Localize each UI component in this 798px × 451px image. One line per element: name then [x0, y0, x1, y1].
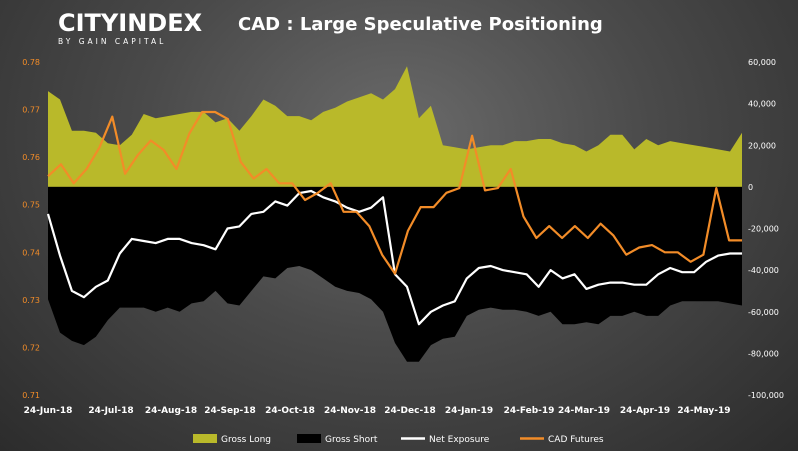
left-axis-tick-label: 0.76 [22, 153, 40, 162]
left-axis-tick-label: 0.72 [22, 343, 40, 352]
left-axis-tick-label: 0.75 [22, 201, 40, 210]
legend-item: Net Exposure [401, 435, 490, 445]
city-index-logo: CITYINDEX BY GAIN CAPITAL [58, 10, 202, 46]
right-axis-tick-label: -20,000 [748, 225, 779, 234]
cad-futures-line [47, 110, 742, 275]
right-axis-tick-label: -100,000 [748, 391, 784, 400]
x-axis-tick-label: 24-Nov-18 [324, 406, 376, 416]
left-axis-tick-label: 0.77 [22, 106, 40, 115]
legend-label: Net Exposure [429, 435, 490, 445]
right-axis-tick-label: -40,000 [748, 266, 779, 275]
x-axis-tick-label: 24-Dec-18 [384, 406, 435, 416]
x-axis-tick-label: 24-May-19 [677, 406, 730, 416]
left-axis-tick-label: 0.78 [22, 58, 40, 67]
chart-title: CAD : Large Speculative Positioning [238, 14, 603, 35]
x-axis-tick-label: 24-Apr-19 [620, 406, 670, 416]
logo-brand-text: CITYINDEX [58, 9, 203, 37]
right-axis-tick-label: 0 [748, 183, 753, 192]
right-axis-tick-label: 20,000 [748, 141, 776, 150]
legend-item: Gross Short [297, 434, 378, 445]
plot-area [46, 66, 742, 362]
left-axis: 0.71 0.72 0.73 0.74 0.75 0.76 0.77 0.78 [22, 58, 40, 400]
legend-item: Gross Long [193, 434, 271, 445]
right-axis-tick-label: 40,000 [748, 100, 776, 109]
legend-item: CAD Futures [520, 435, 604, 445]
legend-label: CAD Futures [548, 435, 604, 445]
legend: Gross Long Gross Short Net Exposure CAD Fut… [193, 434, 604, 445]
right-axis-tick-label: -60,000 [748, 308, 779, 317]
x-axis: 24-Jun-18 24-Jul-18 24-Aug-18 24-Sep-18 24-O… [24, 406, 731, 416]
x-axis-tick-label: 24-Oct-18 [265, 406, 315, 416]
right-axis-tick-label: -80,000 [748, 349, 779, 358]
x-axis-tick-label: 24-Jul-18 [88, 406, 133, 416]
legend-swatch [297, 434, 321, 443]
x-axis-tick-label: 24-Feb-19 [504, 406, 555, 416]
x-axis-tick-label: 24-Jan-19 [445, 406, 493, 416]
legend-swatch [193, 434, 217, 443]
left-axis-tick-label: 0.74 [22, 248, 40, 257]
x-axis-tick-label: 24-Mar-19 [558, 406, 610, 416]
legend-label: Gross Short [325, 435, 378, 445]
right-axis-tick-label: 60,000 [748, 58, 776, 67]
x-axis-tick-label: 24-Sep-18 [204, 406, 256, 416]
legend-label: Gross Long [221, 435, 271, 445]
left-axis-tick-label: 0.73 [22, 296, 40, 305]
logo-subtitle: BY GAIN CAPITAL [58, 37, 167, 46]
x-axis-tick-label: 24-Jun-18 [24, 406, 73, 416]
gross-long-area [48, 66, 742, 187]
right-axis: -100,000 -80,000 -60,000 -40,000 -20,000 0 20,… [748, 58, 784, 400]
left-axis-tick-label: 0.71 [22, 391, 40, 400]
x-axis-tick-label: 24-Aug-18 [145, 406, 197, 416]
